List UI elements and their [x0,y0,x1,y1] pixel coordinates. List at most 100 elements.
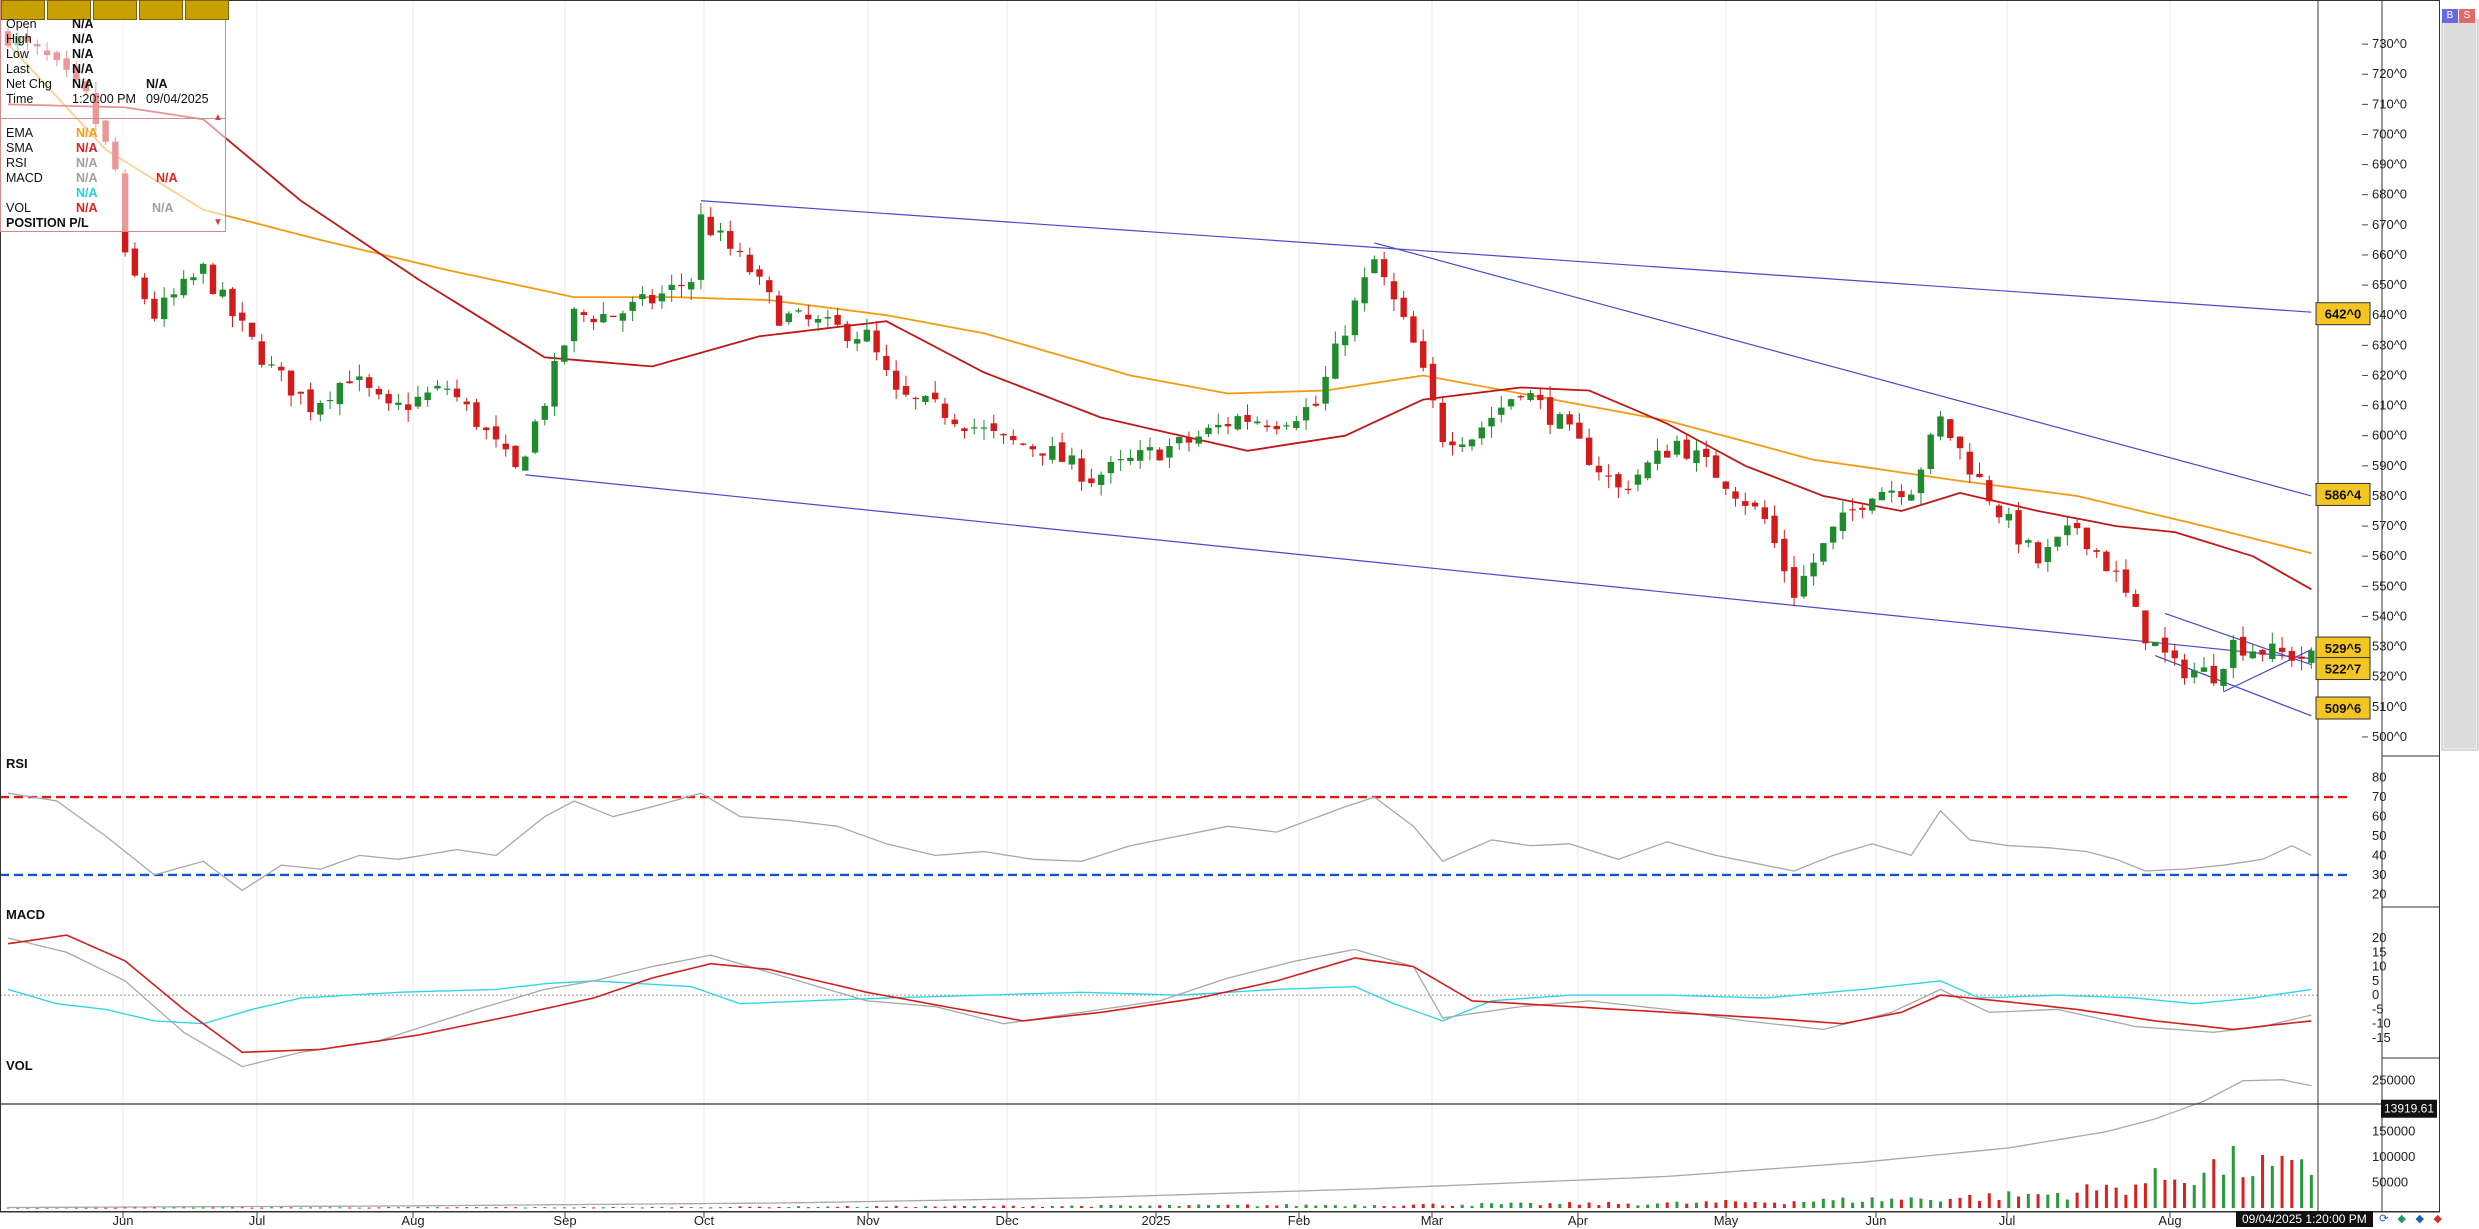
candle-body [2152,641,2159,647]
candle [1927,432,1934,475]
collapse-icon[interactable]: ▲ [213,112,223,123]
price-label-box [2315,302,2371,326]
candle-body [1868,498,1876,511]
candle [1615,472,1622,499]
candle [2259,648,2266,662]
candle [1956,436,1964,460]
volume-bar [2261,1155,2265,1208]
candle-body [1576,422,1583,439]
sell-button[interactable]: S [2459,9,2475,23]
time-axis[interactable]: Jun Jul Aug Sep Oct Nov Dec 2025 Feb Mar Apr May Jun… [113,1212,2182,1228]
price-label-text: 522^7 [2325,662,2362,677]
candle-body [336,383,344,405]
candle-body [902,386,910,395]
volume-bar [1958,1197,1962,1208]
buy-button[interactable]: B [2442,9,2458,23]
month-label[interactable]: Aug [2158,1213,2181,1228]
month-label[interactable]: Mar [1421,1213,1444,1228]
month-label[interactable]: May [1714,1213,1739,1228]
candle-body [2112,570,2120,572]
diamond-icon[interactable]: ◆ [2415,1213,2424,1225]
candle [531,419,539,455]
expand-icon[interactable]: ▼ [213,217,223,228]
candle-body [1742,501,1749,506]
toolbar-button[interactable] [93,0,137,20]
candle [834,307,841,327]
volume-bar [1246,1204,1250,1208]
candle [131,242,139,278]
volume-bar [1529,1202,1533,1208]
candle-body [883,355,890,371]
candle [248,322,256,340]
candle-body [1976,473,1983,478]
volume-bar [1909,1197,1913,1208]
month-label[interactable]: Apr [1568,1213,1589,1228]
candle-body [1956,436,1964,449]
candle [590,315,597,330]
candle [766,276,773,304]
candle [1986,475,1993,506]
trendline[interactable] [2223,649,2312,693]
candle-body [873,330,880,353]
volume-bar [1392,1206,1396,1208]
month-label[interactable]: Jul [249,1213,266,1228]
refresh-icon[interactable]: ⟳ [2379,1213,2389,1225]
candle [1634,469,1642,492]
diamond-icon[interactable]: ◆ [2433,1213,2442,1225]
price-candles [4,27,2315,692]
volume-bar [1675,1201,1679,1208]
candle [727,220,734,256]
volume-bar [553,1207,557,1209]
volume-title: VOL [6,1058,33,1073]
candle [1293,415,1300,431]
candle [892,360,900,400]
candle-body [1449,441,1456,446]
candle-body [1556,414,1564,429]
price-tick-label: 520^0 [2372,669,2407,684]
candle-body [190,277,197,281]
month-label[interactable]: Dec [995,1213,1019,1228]
candle [902,375,910,398]
month-label[interactable]: Sep [553,1213,576,1228]
month-label[interactable]: Nov [856,1213,880,1228]
toolbar-button[interactable] [47,0,91,20]
scrollbar-thumb[interactable] [2444,22,2476,748]
candle [1917,467,1925,505]
candle-body [502,443,509,450]
trendline[interactable] [525,474,2312,660]
volume-bar [1821,1198,1825,1208]
toolbar-button[interactable] [1,0,45,20]
volume-bar [2075,1192,2079,1208]
diamond-icon[interactable]: ◆ [2397,1213,2406,1225]
trendlines[interactable] [525,200,2312,717]
toolbar-button[interactable] [139,0,183,20]
month-label[interactable]: Jun [113,1213,134,1228]
trendline[interactable] [2164,612,2312,666]
trendline[interactable] [1374,242,2312,497]
toolbar-button[interactable] [185,0,229,20]
candle [2288,646,2296,667]
month-label[interactable]: Feb [1288,1213,1310,1228]
panel-toolbar[interactable] [1,0,231,20]
candle [1039,453,1046,466]
candle [1995,503,2003,524]
month-label[interactable]: Jun [1866,1213,1887,1228]
volume-bar [543,1207,547,1209]
volume-bar [104,1207,108,1209]
price-axis[interactable]: 730^0 720^0 710^0 700^0 690^0 680^0 670^0 660^0… [2362,36,2437,1190]
trendline[interactable] [700,200,2312,313]
month-label[interactable]: 2025 [1142,1213,1171,1228]
trendline[interactable] [2154,655,2312,717]
month-label[interactable]: Oct [694,1213,715,1228]
volume-bar [1490,1203,1494,1208]
month-label[interactable]: Aug [401,1213,424,1228]
candle [1498,395,1505,423]
candle [1859,503,1866,519]
candle [414,385,422,409]
price-label: 642^0 [2315,302,2371,326]
month-label[interactable]: Jul [1999,1213,2016,1228]
candle-body [551,361,558,407]
volume-bar [2300,1159,2304,1208]
candle [326,391,334,410]
